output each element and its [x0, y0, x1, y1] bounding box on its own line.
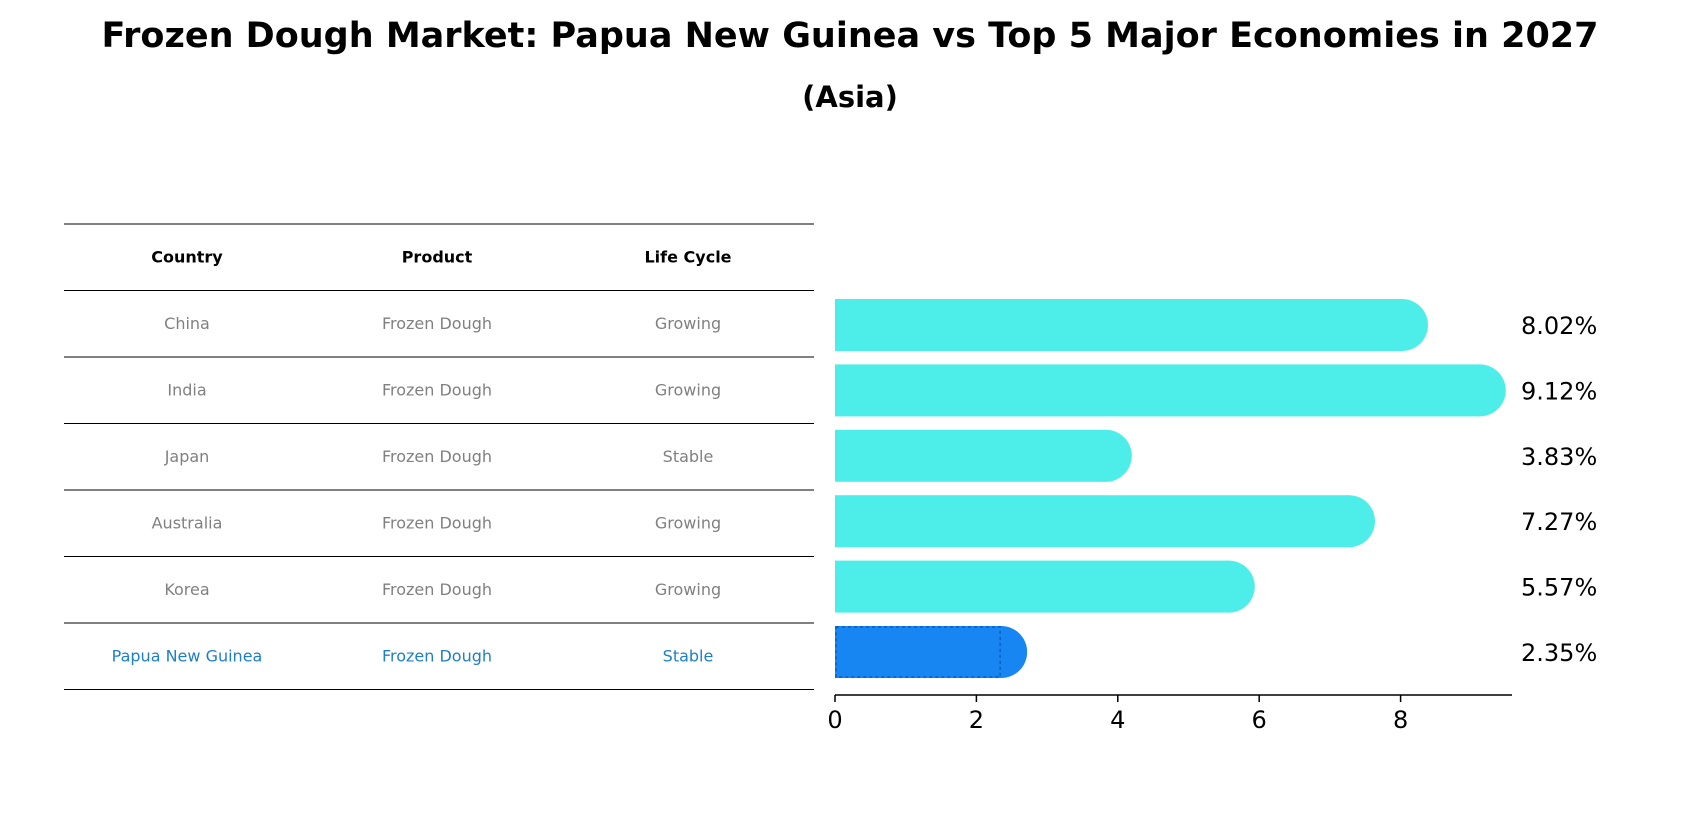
table-cell: Papua New Guinea [112, 646, 263, 665]
table-cell: Stable [663, 646, 714, 665]
table-cell: Growing [655, 580, 721, 599]
bar-cap [1079, 429, 1132, 482]
bar [835, 560, 1229, 613]
table-cell: Frozen Dough [382, 447, 492, 466]
table-cell: India [167, 380, 206, 399]
table-cell: Japan [164, 447, 210, 466]
table-cell: Frozen Dough [382, 314, 492, 333]
bar [835, 626, 1002, 678]
bar-value-label: 9.12% [1521, 377, 1597, 405]
bar-value-label: 2.35% [1521, 639, 1597, 667]
table-cell: Korea [164, 580, 209, 599]
bar-chart: 8.02% 9.12% 3.83% 7.27% 5.57% 2.35% [835, 299, 1597, 678]
bar-cap [1202, 560, 1255, 613]
bar-value-label: 8.02% [1521, 312, 1597, 340]
bar [835, 495, 1349, 548]
bar-value-label: 5.57% [1521, 574, 1597, 602]
bar-value-label: 3.83% [1521, 443, 1597, 471]
table-cell: Growing [655, 380, 721, 399]
table-cell: Frozen Dough [382, 513, 492, 532]
x-axis: 0 2 4 6 8 [827, 694, 1512, 734]
bar-cap [1453, 364, 1506, 417]
country-table: Country Product Life Cycle China Frozen Doug… [64, 223, 814, 690]
bar-value-label: 7.27% [1521, 508, 1597, 536]
table-cell: Australia [152, 513, 223, 532]
bar-cap [975, 626, 1028, 678]
bar [835, 364, 1480, 417]
bar [835, 299, 1402, 351]
bar-highlight-outline [835, 626, 1001, 678]
table-header-cell: Product [402, 247, 473, 266]
chart-title: Frozen Dough Market: Papua New Guinea vs… [101, 16, 1599, 56]
table-cell: Stable [663, 447, 714, 466]
chart-subtitle: (Asia) [802, 80, 898, 114]
table-header-cell: Life Cycle [644, 247, 731, 266]
x-tick-label: 0 [827, 706, 842, 734]
table-cell: Growing [655, 314, 721, 333]
table-cell: Growing [655, 513, 721, 532]
table-cell: Frozen Dough [382, 580, 492, 599]
x-tick-label: 2 [969, 706, 984, 734]
bar [835, 429, 1106, 482]
table-cell: Frozen Dough [382, 380, 492, 399]
x-tick-label: 6 [1252, 706, 1267, 734]
bar-cap [1375, 299, 1428, 351]
table-cell: Frozen Dough [382, 646, 492, 665]
bar-cap [1322, 495, 1375, 548]
table-cell: China [164, 314, 210, 333]
x-tick-label: 4 [1110, 706, 1125, 734]
x-tick-label: 8 [1393, 706, 1408, 734]
table-header-cell: Country [151, 247, 223, 266]
